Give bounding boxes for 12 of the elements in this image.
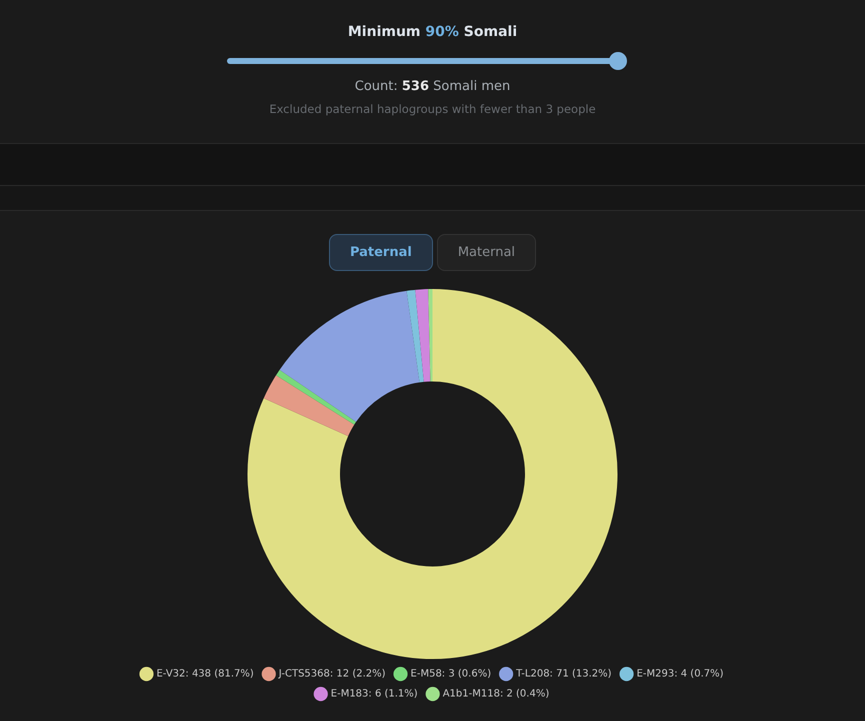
legend-label: E-M293: 4 (0.7%): [636, 668, 724, 680]
legend-label: T-L208: 71 (13.2%): [515, 668, 612, 680]
text: Paternal: [328, 234, 433, 271]
text: Excluded paternal haplogroups with fewer than 3 people: [268, 102, 597, 116]
legend-label: E-V32: 438 (81.7%): [156, 668, 254, 680]
chart-title: Minimum 90% Somali: [346, 24, 518, 40]
legend-label: E-M58: 3 (0.6%): [410, 668, 492, 680]
legend-label: J-CTS5368: 12 (2.2%): [278, 668, 386, 680]
legend-label: A1b1-M118: 2 (0.4%): [442, 688, 550, 700]
chart-subtitle: Count: 536 Somali men: [354, 79, 512, 94]
legend-label: E-M183: 6 (1.1%): [330, 688, 418, 700]
text: Maternal: [436, 234, 536, 271]
